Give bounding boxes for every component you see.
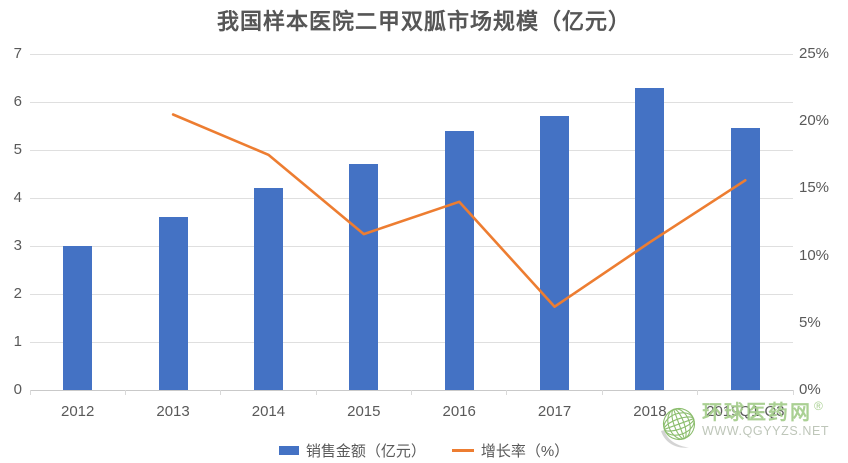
- right-axis-tick: 5%: [799, 313, 821, 331]
- axis-boundary-tick: [220, 390, 222, 395]
- gridline: [30, 149, 793, 151]
- gridline: [30, 197, 793, 199]
- growth-line-layer: [171, 113, 747, 308]
- registered-mark: ®: [814, 399, 823, 413]
- left-axis-tick: 1: [13, 333, 22, 350]
- x-axis-tick-label: 2012: [61, 403, 95, 420]
- bar-2016: [444, 130, 474, 390]
- bar-series-swatch-icon: [278, 445, 299, 455]
- axis-boundary-tick: [792, 390, 794, 395]
- gridline: [30, 101, 793, 103]
- gridline: [30, 341, 793, 343]
- left-axis-tick: 7: [13, 45, 22, 62]
- left-axis-tick: 0: [13, 381, 22, 398]
- chart-title: 我国样本医院二甲双胍市场规模（亿元）: [216, 9, 631, 34]
- axis-boundary-tick: [697, 390, 699, 395]
- left-axis-tick: 4: [13, 189, 22, 206]
- axis-boundary-tick: [315, 390, 317, 395]
- bar-2017: [540, 116, 570, 390]
- legend-label-sales: 销售金额（亿元）: [305, 442, 426, 460]
- bar-2012: [63, 246, 93, 390]
- globe-icon: [661, 407, 696, 448]
- bar-2013: [158, 217, 188, 390]
- gridline: [30, 245, 793, 247]
- x-axis-tick-label: 2019Q1-Q3: [706, 403, 785, 420]
- axis-boundary-tick: [601, 390, 603, 395]
- x-axis-tick-label: 2016: [442, 403, 476, 420]
- watermark-url: WWW.QGYYZS.NET: [702, 424, 830, 438]
- left-axis-tick: 2: [13, 285, 22, 302]
- x-axis-tick-label: 2015: [347, 403, 381, 420]
- legend-item-growth: 增长率（%）: [451, 440, 570, 461]
- right-axis-tick: 10%: [799, 246, 830, 264]
- x-axis-tick-label: 2014: [251, 403, 286, 420]
- bar-2019Q1-Q3: [730, 128, 760, 390]
- plot-area: [29, 53, 794, 395]
- axis-boundary-tick: [506, 390, 508, 395]
- left-axis-tick: 6: [13, 93, 22, 110]
- right-axis-tick: 0%: [799, 381, 821, 398]
- right-axis-tick: 25%: [799, 45, 830, 62]
- line-series-swatch-icon: [451, 448, 474, 452]
- watermark-site-name: 环球医药网: [702, 402, 812, 424]
- axis-boundary-tick: [124, 390, 126, 395]
- legend-label-growth: 增长率（%）: [480, 442, 570, 460]
- gridline: [30, 293, 793, 295]
- left-axis-tick: 5: [13, 141, 22, 158]
- growth-line: [171, 113, 747, 308]
- x-axis-tick-label: 2018: [633, 403, 667, 420]
- watermark: 环球医药网 ® WWW.QGYYZS.NET: [658, 400, 846, 452]
- legend: 销售金额（亿元） 增长率（%）: [0, 440, 848, 461]
- watermark-text: 环球医药网 ® WWW.QGYYZS.NET: [702, 400, 829, 438]
- x-axis-tick-label: 2017: [537, 403, 572, 420]
- right-axis-tick: 20%: [799, 112, 830, 130]
- gridline: [30, 53, 793, 55]
- legend-item-sales: 销售金额（亿元）: [278, 440, 426, 461]
- x-axis-tick-label: 2013: [156, 403, 190, 420]
- right-axis-tick: 15%: [799, 179, 830, 197]
- axis-boundary-tick: [29, 390, 31, 395]
- bar-2015: [349, 164, 379, 390]
- axis-boundary-tick: [411, 390, 412, 395]
- left-axis-tick: 3: [13, 237, 22, 254]
- bar-2018: [635, 87, 665, 390]
- bar-2014: [253, 188, 283, 390]
